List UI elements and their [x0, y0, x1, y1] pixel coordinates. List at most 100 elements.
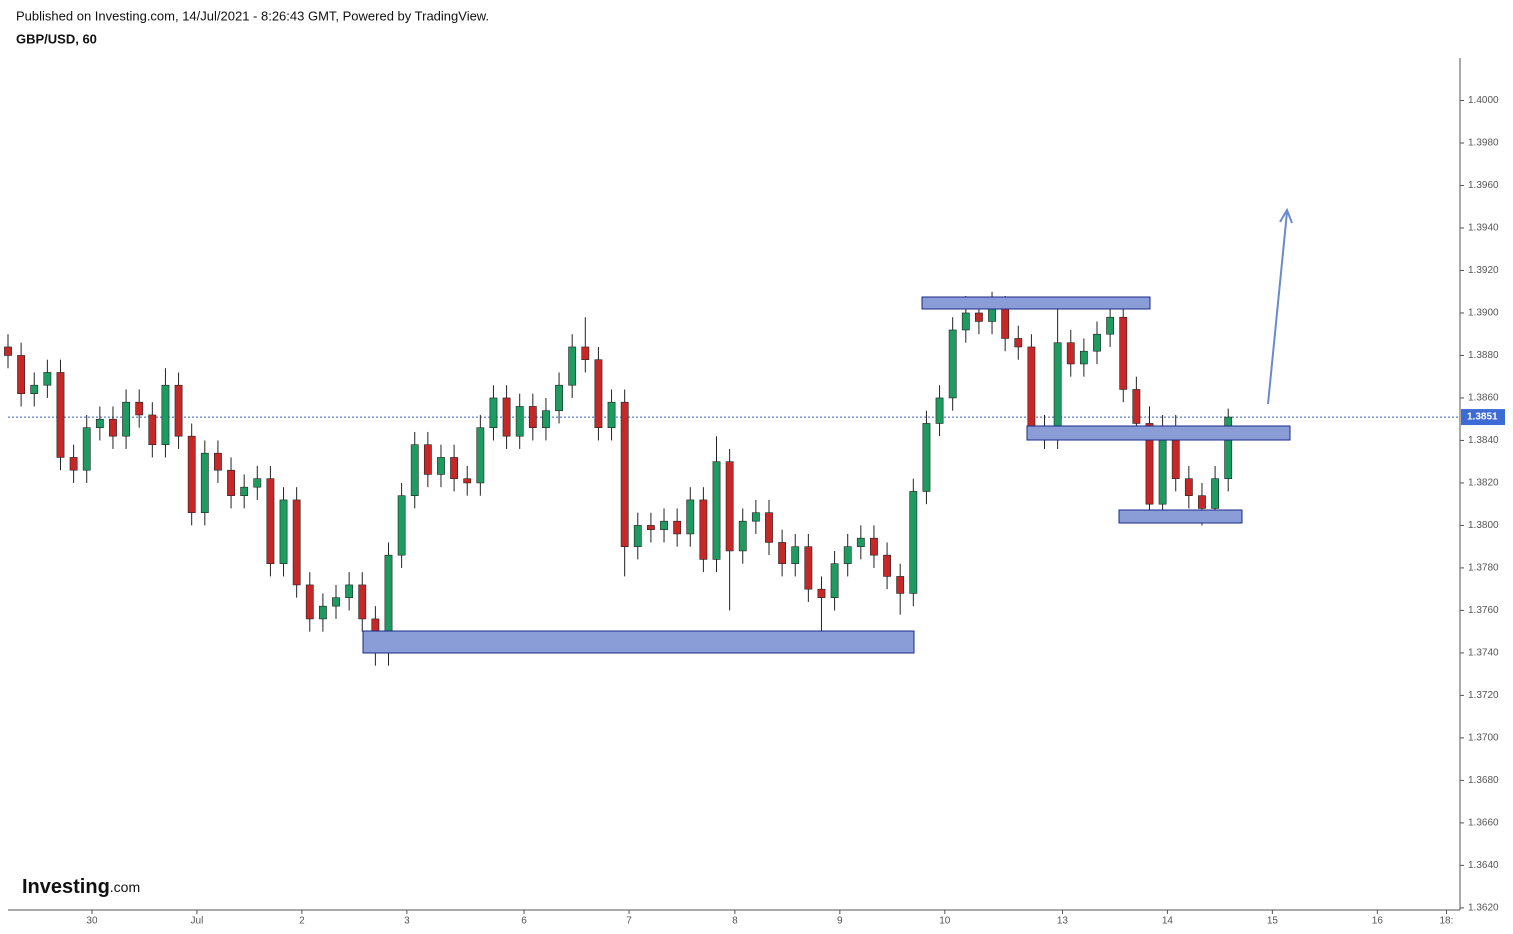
candle-body: [476, 427, 485, 484]
candle-body: [1079, 350, 1088, 365]
candle-body: [1053, 342, 1062, 437]
candle-body: [922, 423, 931, 492]
candle-body: [686, 499, 695, 535]
candle-body: [279, 499, 288, 564]
candle-body: [240, 486, 249, 496]
y-tick-label: 1.3900: [1468, 308, 1499, 319]
candle-body: [751, 512, 760, 522]
candle-body: [975, 312, 983, 322]
candle-body: [738, 520, 747, 552]
candle-body: [266, 478, 275, 564]
candle-body: [82, 427, 91, 471]
candle-body: [463, 478, 472, 484]
candle-body: [227, 469, 235, 496]
candle-body: [791, 546, 800, 564]
candle-body: [56, 372, 65, 458]
candle-body: [673, 520, 682, 535]
y-tick-label: 1.3760: [1468, 605, 1499, 616]
y-tick-label: 1.3700: [1468, 733, 1499, 744]
y-tick-label: 1.3960: [1468, 180, 1499, 191]
candle-body: [778, 542, 787, 564]
last-price-box: [1461, 409, 1505, 426]
candle-body: [542, 410, 550, 428]
candle-body: [594, 359, 603, 428]
candle-body: [712, 461, 721, 560]
candle-body: [122, 401, 130, 437]
y-tick-label: 1.4000: [1468, 95, 1499, 106]
x-tick-label: 9: [837, 916, 843, 927]
candle-body: [423, 444, 432, 475]
candle-body: [909, 491, 918, 594]
candle-body: [174, 384, 183, 437]
x-tick-label: 15: [1267, 916, 1279, 927]
x-tick-label: 7: [626, 916, 632, 927]
candle-body: [633, 525, 642, 547]
candle-body: [607, 401, 616, 428]
x-tick-label: 6: [521, 916, 527, 927]
candle-body: [135, 401, 144, 416]
x-tick-label: 2: [299, 916, 305, 927]
candle-body: [450, 457, 459, 479]
zone: [362, 630, 915, 654]
chart-title: GBP/USD, 60: [16, 31, 97, 46]
y-tick-label: 1.3940: [1468, 223, 1499, 234]
candle-body: [1093, 333, 1101, 352]
candle-body: [1224, 416, 1233, 479]
y-tick-label: 1.3880: [1468, 350, 1499, 361]
candle-body: [358, 584, 367, 620]
y-tick-label: 1.3980: [1468, 138, 1499, 149]
candle-body: [305, 584, 314, 620]
y-tick-label: 1.3820: [1468, 478, 1499, 489]
y-tick-label: 1.3620: [1468, 903, 1499, 914]
candle-body: [1014, 338, 1023, 348]
arrow: [1267, 207, 1293, 405]
candle-body: [1198, 495, 1206, 509]
candle-body: [568, 346, 577, 386]
candle-body: [1132, 389, 1141, 424]
candle-body: [214, 452, 222, 471]
y-tick-label: 1.3640: [1468, 860, 1499, 871]
candle-body: [1145, 423, 1154, 505]
x-tick-label: 10: [939, 916, 951, 927]
y-tick-label: 1.3720: [1468, 690, 1499, 701]
y-tick-label: 1.3780: [1468, 563, 1499, 574]
candle-body: [1211, 478, 1219, 509]
candle-body: [830, 563, 839, 598]
candle-body: [95, 418, 104, 428]
candle-body: [988, 308, 996, 322]
x-tick-label: 8: [732, 916, 738, 927]
candle-body: [1184, 478, 1193, 496]
logo: Investing.com: [22, 876, 140, 898]
y-tick-label: 1.3660: [1468, 818, 1499, 829]
candle-body: [1001, 308, 1010, 339]
candle-body: [345, 584, 354, 598]
candle-body: [437, 457, 445, 475]
candle-body: [17, 355, 26, 395]
candle-body: [161, 384, 170, 445]
x-tick-label: 18:: [1439, 916, 1453, 927]
zone: [921, 296, 1151, 310]
candle-body: [148, 414, 157, 445]
candle-body: [109, 418, 117, 437]
x-tick-label: 13: [1057, 916, 1069, 927]
candle-body: [817, 588, 826, 598]
candle-body: [1119, 316, 1128, 390]
last-price-label: 1.3851: [1467, 412, 1498, 423]
candle-body: [935, 397, 944, 424]
candle-body: [528, 406, 537, 428]
candle-body: [292, 499, 301, 586]
candle-body: [502, 397, 511, 437]
candle-body: [332, 597, 340, 607]
candle-body: [804, 546, 813, 590]
zones: [362, 296, 1291, 654]
zone: [1026, 425, 1291, 441]
candle-body: [69, 457, 78, 471]
x-tick-label: Jul: [191, 916, 204, 927]
candle-body: [200, 452, 209, 513]
candle-body: [843, 546, 852, 564]
candle-body: [410, 444, 419, 496]
candle-body: [30, 384, 39, 395]
candle-body: [870, 537, 878, 556]
candle-body: [397, 495, 406, 556]
